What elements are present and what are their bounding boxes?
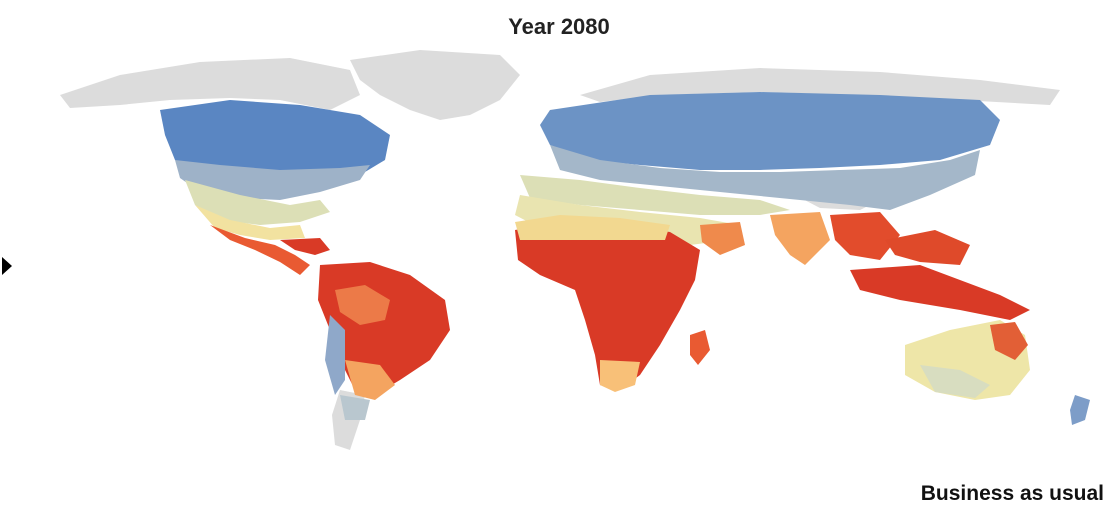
north-america — [160, 100, 390, 275]
no-data-regions — [60, 50, 1060, 450]
eurasia — [515, 92, 1000, 245]
map-title: Year 2080 — [508, 14, 610, 39]
greenland — [350, 50, 520, 120]
south-asia — [700, 212, 1030, 320]
scenario-label: Business as usual — [920, 482, 1104, 505]
south-america — [318, 262, 450, 420]
siberian-arctic — [580, 68, 1060, 105]
play-icon[interactable] — [0, 254, 14, 278]
africa — [515, 215, 710, 392]
canadian-arctic — [60, 58, 360, 110]
australia — [905, 320, 1090, 425]
